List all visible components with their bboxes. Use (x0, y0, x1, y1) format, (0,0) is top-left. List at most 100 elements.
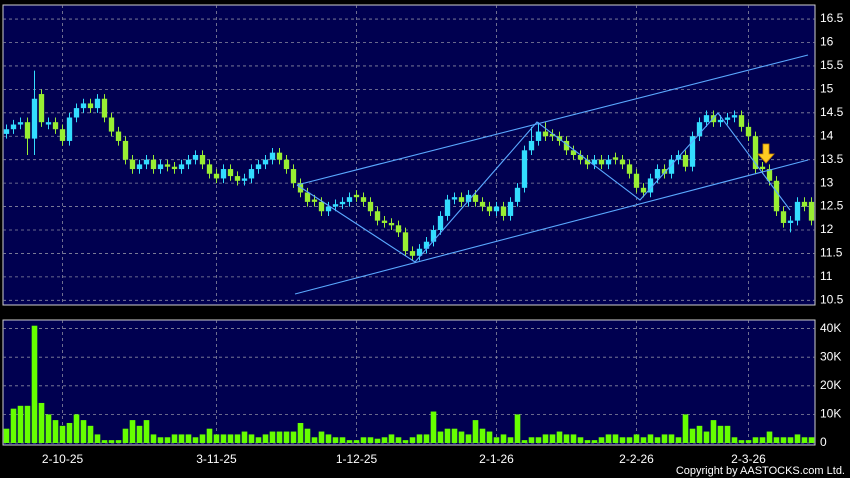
volume-bar (682, 414, 689, 443)
candle-body (395, 225, 402, 233)
candle-body (346, 197, 353, 202)
y-tick-label: 16 (820, 35, 834, 49)
candle-body (31, 98, 38, 139)
candle-body (199, 155, 206, 165)
candle-body (66, 117, 73, 141)
volume-bar (619, 437, 626, 443)
candle-body (45, 122, 52, 125)
volume-bar (332, 437, 339, 443)
candle-body (73, 108, 80, 118)
volume-bar (528, 437, 535, 443)
candle-body (486, 206, 493, 212)
volume-bar (150, 434, 157, 443)
candle-body (437, 215, 444, 230)
volume-bar (402, 440, 409, 443)
volume-bar (493, 437, 500, 443)
volume-bar (185, 434, 192, 443)
volume-bar (563, 434, 570, 443)
volume-bar (206, 428, 213, 443)
candle-body (94, 98, 101, 109)
volume-bar (703, 431, 710, 443)
candle-body (479, 201, 486, 207)
candle-body (696, 122, 703, 137)
x-tick-label: 2-2-26 (619, 452, 654, 466)
volume-bar (248, 434, 255, 443)
x-tick-label: 2-10-25 (42, 452, 84, 466)
volume-bar (45, 414, 52, 443)
volume-bar (556, 431, 563, 443)
y-tick-label: 14 (820, 128, 834, 142)
volume-bar (535, 437, 542, 443)
volume-bar (766, 431, 773, 443)
candle-body (255, 164, 262, 170)
candle-body (458, 197, 465, 202)
volume-bar (647, 434, 654, 443)
volume-bar (388, 434, 395, 443)
candle-body (703, 115, 710, 123)
volume-bar (87, 425, 94, 443)
candle-body (122, 140, 129, 160)
volume-bar (164, 437, 171, 443)
candle-body (577, 155, 584, 160)
candle-body (17, 122, 24, 125)
y-tick-label: 15.5 (820, 58, 844, 72)
volume-bar (542, 434, 549, 443)
y-tick-label: 16.5 (820, 11, 844, 25)
candle-body (150, 159, 157, 170)
candle-body (500, 206, 507, 216)
candle-body (787, 220, 794, 223)
candle-body (3, 129, 10, 134)
volume-bar (318, 431, 325, 443)
volume-bar (409, 437, 416, 443)
volume-bar (80, 420, 87, 443)
candle-body (451, 197, 458, 200)
candle-body (465, 194, 472, 202)
candle-body (129, 159, 136, 170)
candle-body (598, 159, 605, 165)
candle-body (801, 201, 808, 207)
candle-body (430, 230, 437, 242)
y-tick-label: 12 (820, 222, 834, 236)
y-tick-label: 14.5 (820, 105, 844, 119)
candle-body (402, 232, 409, 252)
candle-body (682, 155, 689, 167)
candle-body (745, 126, 752, 137)
volume-bar (192, 437, 199, 443)
candle-body (101, 98, 108, 118)
volume-bar (304, 428, 311, 443)
candle-body (220, 169, 227, 179)
candle-body (612, 157, 619, 160)
candle-body (24, 122, 31, 139)
volume-bar (808, 437, 815, 443)
volume-bar (297, 422, 304, 443)
volume-bar (500, 434, 507, 443)
volume-bar (787, 437, 794, 443)
y-tick-label: 10K (820, 407, 841, 421)
candle-body (262, 159, 269, 165)
volume-bar (17, 405, 24, 443)
volume-bar (423, 434, 430, 443)
volume-bar (654, 437, 661, 443)
x-tick-label: 1-12-25 (336, 452, 378, 466)
y-tick-label: 13.5 (820, 152, 844, 166)
volume-bar (430, 411, 437, 443)
candle-body (626, 164, 633, 174)
candle-body (514, 187, 521, 202)
candle-body (213, 173, 220, 179)
volume-bar (241, 431, 248, 443)
volume-bar (290, 431, 297, 443)
volume-bar (612, 434, 619, 443)
candle-body (276, 152, 283, 160)
volume-bar (514, 414, 521, 443)
candle-body (241, 178, 248, 181)
volume-bar (325, 434, 332, 443)
candle-body (318, 201, 325, 212)
volume-bar (689, 428, 696, 443)
volume-bar (717, 425, 724, 443)
volume-bar (220, 434, 227, 443)
candle-body (171, 166, 178, 170)
candle-body (584, 159, 591, 165)
volume-bar (52, 420, 59, 443)
candle-body (269, 152, 276, 160)
volume-bar (227, 434, 234, 443)
